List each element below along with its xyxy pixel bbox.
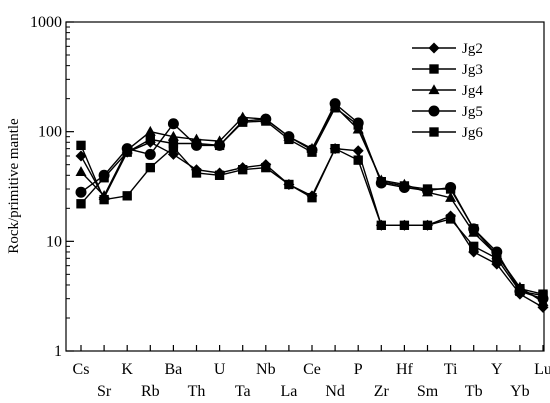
- legend-marker: [428, 42, 440, 54]
- legend-marker: [428, 105, 440, 117]
- data-point: [238, 165, 248, 175]
- data-point: [376, 220, 386, 230]
- data-point: [168, 138, 179, 149]
- data-point: [122, 191, 132, 201]
- legend-item: Jg2: [412, 41, 483, 57]
- legend-marker: [429, 127, 439, 137]
- data-point: [75, 186, 87, 198]
- data-point: [238, 117, 248, 127]
- data-point: [445, 184, 456, 194]
- x-tick-label: Cs: [73, 361, 90, 378]
- x-tick-label: Sr: [97, 383, 112, 400]
- legend-label: Jg6: [462, 125, 483, 141]
- data-point: [261, 116, 271, 126]
- data-point: [145, 162, 155, 173]
- legend-marker: [428, 84, 440, 95]
- data-point: [307, 147, 317, 157]
- data-point: [76, 199, 86, 209]
- series-jg3: [76, 140, 548, 301]
- x-tick-label: Tb: [465, 383, 483, 400]
- data-point: [353, 120, 363, 130]
- y-tick-label: 10: [46, 233, 62, 250]
- data-point: [330, 103, 340, 113]
- y-axis: 1 10 100 1000: [30, 14, 74, 360]
- data-point: [214, 140, 225, 151]
- data-point: [144, 148, 156, 160]
- data-point: [515, 284, 525, 294]
- legend-label: Jg4: [462, 83, 483, 99]
- data-point: [445, 214, 456, 224]
- legend-label: Jg2: [462, 41, 483, 57]
- data-point: [261, 162, 271, 173]
- data-point: [469, 224, 479, 234]
- x-tick-label: Ti: [444, 361, 458, 378]
- y-axis-label: Rock/primitive mantle: [6, 118, 22, 254]
- x-tick-label: Hf: [396, 361, 414, 378]
- x-tick-label: Ba: [165, 361, 183, 378]
- data-point: [353, 155, 363, 165]
- legend-item: Jg6: [412, 125, 483, 141]
- y-tick-label: 100: [38, 124, 62, 141]
- data-point: [98, 190, 110, 200]
- y-tick-label: 1: [54, 343, 62, 360]
- x-tick-label: Y: [491, 361, 503, 378]
- data-point: [122, 147, 132, 157]
- data-point: [492, 250, 502, 260]
- series-layer: [75, 98, 549, 313]
- legend-label: Jg5: [462, 104, 483, 120]
- data-point: [422, 184, 433, 194]
- data-point: [145, 134, 155, 145]
- data-point: [330, 143, 340, 154]
- legend: Jg2 Jg3 Jg4 Jg5 Jg6: [412, 41, 483, 141]
- data-point: [284, 179, 294, 190]
- data-point: [191, 138, 202, 149]
- x-tick-label: Sm: [417, 383, 439, 400]
- legend-label: Jg3: [462, 62, 483, 78]
- x-tick-label: Yb: [510, 383, 530, 400]
- data-point: [469, 241, 479, 252]
- series-jg6: [76, 103, 548, 299]
- data-point: [144, 125, 156, 136]
- data-point: [399, 220, 410, 230]
- x-tick-label: Ta: [235, 383, 251, 400]
- x-tick-label: Zr: [374, 383, 390, 400]
- x-tick-label: Nd: [325, 383, 345, 400]
- data-point: [376, 176, 386, 187]
- x-tick-label: Ce: [303, 361, 321, 378]
- data-point: [167, 118, 179, 130]
- data-point: [214, 170, 225, 180]
- data-point: [191, 168, 202, 178]
- legend-item: Jg5: [412, 104, 483, 120]
- x-tick-label: Lu: [534, 361, 550, 378]
- x-tick-label: K: [121, 361, 133, 378]
- legend-item: Jg3: [412, 62, 483, 78]
- plot-frame: [65, 21, 545, 352]
- x-tick-label: Nb: [256, 361, 276, 378]
- data-point: [99, 173, 109, 183]
- legend-item: Jg4: [412, 83, 483, 99]
- data-point: [352, 145, 364, 157]
- x-tick-label: Th: [188, 383, 206, 400]
- x-tick-label: Rb: [141, 383, 160, 400]
- data-point: [76, 140, 86, 151]
- data-point: [284, 134, 294, 145]
- data-point: [399, 181, 410, 191]
- data-point: [538, 289, 548, 299]
- data-point: [167, 130, 179, 141]
- x-tick-label: P: [354, 361, 363, 378]
- data-point: [445, 191, 457, 202]
- data-point: [75, 166, 87, 176]
- x-tick-label: U: [214, 361, 226, 378]
- y-tick-label: 1000: [30, 14, 62, 31]
- data-point: [422, 220, 433, 230]
- legend-marker: [429, 64, 439, 74]
- data-point: [307, 193, 317, 203]
- x-tick-label: La: [280, 383, 297, 400]
